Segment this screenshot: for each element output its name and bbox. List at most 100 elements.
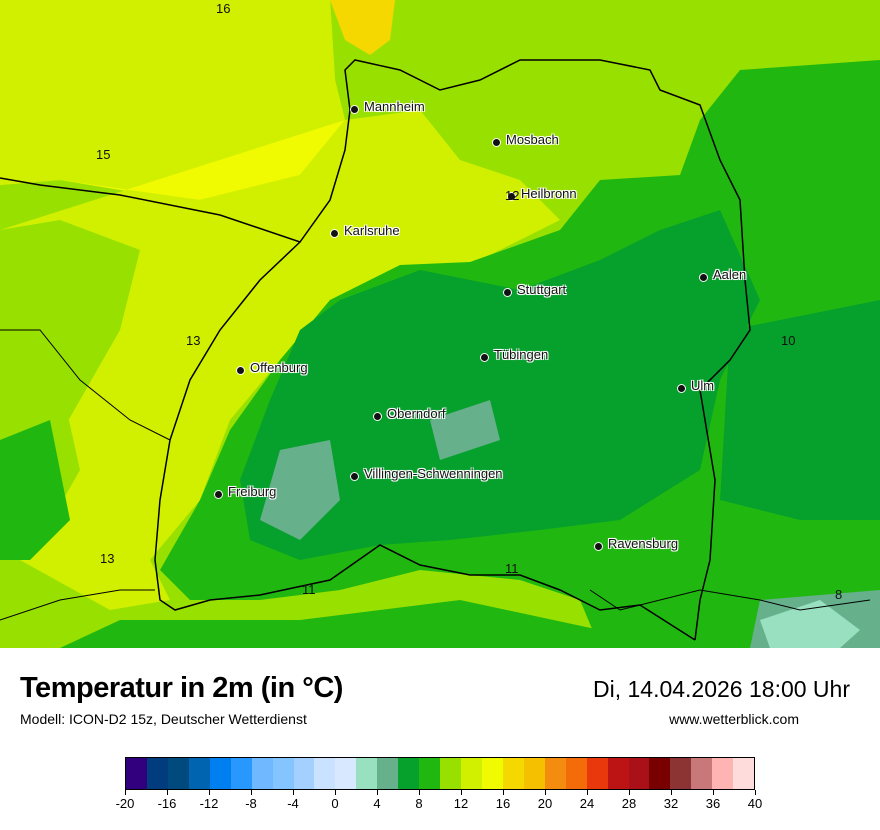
legend-tick bbox=[209, 790, 210, 795]
legend-swatch bbox=[481, 758, 503, 789]
legend-tick-label: -20 bbox=[115, 796, 135, 811]
legend-tick-label: -4 bbox=[287, 796, 299, 811]
legend-swatch bbox=[544, 758, 566, 789]
legend-tick-label: 24 bbox=[579, 796, 595, 811]
legend-swatch bbox=[126, 758, 147, 789]
city-label: Freiburg bbox=[228, 484, 277, 499]
city-marker bbox=[330, 229, 339, 238]
city-marker bbox=[699, 273, 708, 282]
city-marker bbox=[214, 490, 223, 499]
legend-swatch bbox=[188, 758, 210, 789]
city-label: Tübingen bbox=[494, 347, 549, 362]
legend-tick bbox=[377, 790, 378, 795]
city-label: Offenburg bbox=[250, 360, 308, 375]
legend-tick-label: 4 bbox=[373, 796, 381, 811]
legend-swatch bbox=[251, 758, 273, 789]
legend-tick-label: 28 bbox=[621, 796, 637, 811]
legend-swatch bbox=[440, 758, 461, 789]
city-marker bbox=[594, 542, 603, 551]
legend-tick-label: -16 bbox=[157, 796, 177, 811]
city-label: Karlsruhe bbox=[344, 223, 400, 238]
legend-swatch bbox=[209, 758, 231, 789]
city-label: Aalen bbox=[713, 267, 747, 282]
city-label: Mannheim bbox=[364, 99, 425, 114]
city-label: Ulm bbox=[691, 378, 715, 393]
legend-tick-label: -8 bbox=[245, 796, 257, 811]
legend-tick bbox=[461, 790, 462, 795]
city-label: Ravensburg bbox=[608, 536, 679, 551]
legend-tick-label: 36 bbox=[705, 796, 721, 811]
legend-tick-label: 8 bbox=[415, 796, 423, 811]
temperature-label: 8 bbox=[835, 587, 843, 602]
legend-tick-label: -12 bbox=[199, 796, 219, 811]
legend-tick-label: 20 bbox=[537, 796, 553, 811]
legend-swatch bbox=[712, 758, 734, 789]
legend-tick bbox=[587, 790, 588, 795]
legend-swatch bbox=[670, 758, 692, 789]
temperature-label: 11 bbox=[302, 582, 316, 597]
zone-14-16 bbox=[0, 0, 560, 610]
legend-swatch bbox=[628, 758, 650, 789]
legend-swatch bbox=[377, 758, 399, 789]
legend-swatch bbox=[356, 758, 378, 789]
city-marker bbox=[503, 288, 512, 297]
legend-tick bbox=[335, 790, 336, 795]
legend-tick-label: 32 bbox=[663, 796, 679, 811]
legend-tick bbox=[167, 790, 168, 795]
legend-tick-label: 40 bbox=[747, 796, 763, 811]
model-source: Modell: ICON-D2 15z, Deutscher Wetterdie… bbox=[20, 711, 307, 727]
legend-swatch bbox=[419, 758, 441, 789]
temperature-label: 11 bbox=[505, 561, 519, 576]
legend-swatch bbox=[293, 758, 315, 789]
legend-tick bbox=[755, 790, 756, 795]
forecast-datetime: Di, 14.04.2026 18:00 Uhr bbox=[592, 676, 850, 702]
legend-tick bbox=[125, 790, 126, 795]
zone-8-10-east bbox=[720, 300, 880, 520]
legend-swatch bbox=[691, 758, 713, 789]
legend-swatch bbox=[649, 758, 671, 789]
city-marker bbox=[480, 353, 489, 362]
city-marker bbox=[492, 138, 501, 147]
legend-swatch bbox=[461, 758, 482, 789]
legend-swatch bbox=[230, 758, 252, 789]
city-marker bbox=[373, 412, 382, 421]
legend-ticks: -20 -16 -12 -8 -4 0 4 8 12 16 20 24 28 32 36 40 bbox=[116, 790, 762, 820]
legend-swatch bbox=[272, 758, 294, 789]
legend-swatch bbox=[607, 758, 629, 789]
map-title: Temperatur in 2m (in °C) bbox=[20, 672, 343, 704]
website-link[interactable]: www.wetterblick.com bbox=[669, 711, 799, 727]
temperature-label: 13 bbox=[186, 333, 201, 348]
city-label: Villingen-Schwenningen bbox=[364, 466, 503, 481]
temperature-label: 15 bbox=[96, 147, 111, 162]
legend-tick bbox=[713, 790, 714, 795]
city-marker bbox=[507, 192, 516, 201]
temperature-map bbox=[0, 0, 880, 648]
legend-swatch bbox=[565, 758, 587, 789]
temperature-label: 13 bbox=[100, 551, 115, 566]
legend-tick bbox=[251, 790, 252, 795]
zone-4-6 bbox=[760, 600, 860, 648]
temperature-label: 12 bbox=[505, 188, 520, 203]
legend-tick bbox=[629, 790, 630, 795]
legend-swatch bbox=[586, 758, 608, 789]
borders bbox=[0, 59, 871, 641]
legend-tick bbox=[545, 790, 546, 795]
city-marker bbox=[677, 384, 686, 393]
legend-swatch bbox=[335, 758, 357, 789]
legend-swatch bbox=[502, 758, 524, 789]
zone-10-12-west bbox=[0, 420, 70, 560]
city-label: Heilbronn bbox=[521, 186, 577, 201]
zone-18-20 bbox=[330, 0, 395, 55]
legend-swatch bbox=[146, 758, 168, 789]
legend-tick bbox=[293, 790, 294, 795]
city-label: Stuttgart bbox=[517, 282, 567, 297]
city-marker bbox=[350, 105, 359, 114]
city-label: Mosbach bbox=[506, 132, 559, 147]
legend-swatch bbox=[523, 758, 545, 789]
temperature-label: 10 bbox=[781, 333, 796, 348]
legend-swatch bbox=[167, 758, 189, 789]
legend-swatch bbox=[314, 758, 336, 789]
city-marker bbox=[350, 472, 359, 481]
legend-swatch bbox=[733, 758, 755, 789]
color-legend bbox=[125, 757, 755, 790]
